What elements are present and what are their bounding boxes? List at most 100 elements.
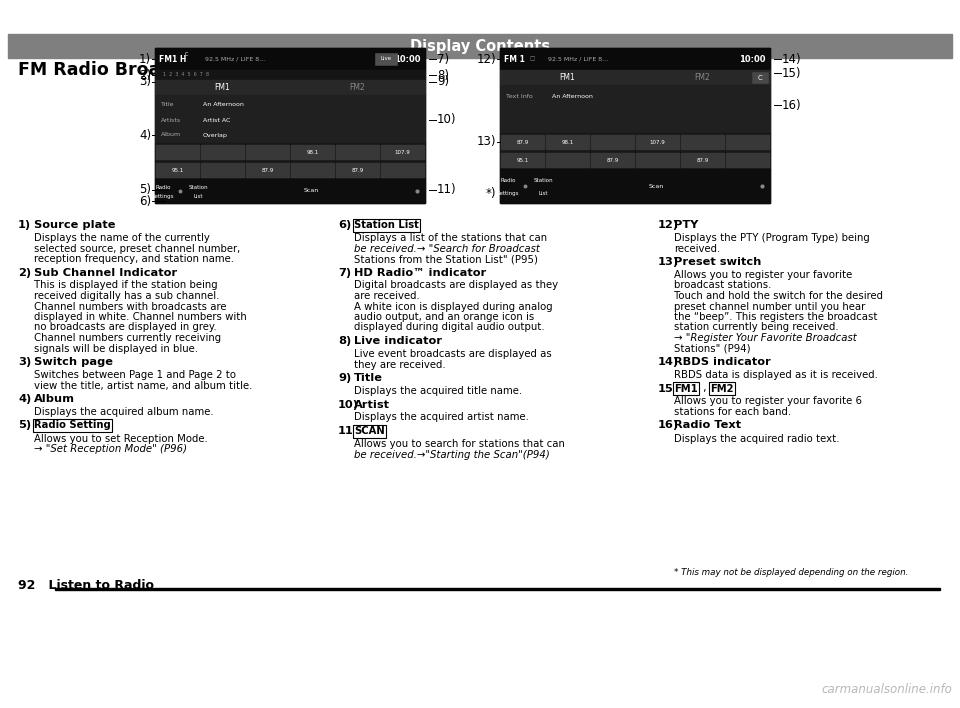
Text: Digital broadcasts are displayed as they: Digital broadcasts are displayed as they [354,280,558,290]
Text: Display Contents: Display Contents [410,38,550,54]
Text: 92.5 MHz / LIFE 8...: 92.5 MHz / LIFE 8... [548,57,608,62]
Text: FM 1: FM 1 [504,55,525,64]
Text: 14): 14) [782,52,802,66]
Text: Switch page: Switch page [34,357,113,367]
Text: FM1: FM1 [560,73,575,82]
Text: 107.9: 107.9 [650,139,665,144]
Text: Radio: Radio [500,178,516,183]
Text: *): *) [486,186,496,200]
Text: received digitally has a sub channel.: received digitally has a sub channel. [34,291,220,301]
Text: Displays the acquired radio text.: Displays the acquired radio text. [674,433,839,443]
Text: 107.9: 107.9 [395,149,410,154]
Bar [155,48,425,70]
Text: An Afternoon: An Afternoon [552,94,593,100]
Bar [291,163,334,177]
Text: FM1: FM1 [674,384,698,394]
Bar [155,143,425,161]
Text: 8): 8) [437,69,449,81]
Text: RBDS data is displayed as it is received.: RBDS data is displayed as it is received… [674,370,877,380]
Text: 3): 3) [139,76,151,88]
Text: C: C [757,74,762,81]
Text: → "Set Reception Mode" (P96): → "Set Reception Mode" (P96) [34,444,187,454]
Text: 13): 13) [476,135,496,149]
Text: reception frequency, and station name.: reception frequency, and station name. [34,254,234,264]
Text: Live indicator: Live indicator [354,336,442,346]
Bar [155,95,425,143]
Text: * This may not be displayed depending on the region.: * This may not be displayed depending on… [674,568,908,577]
Text: 11): 11) [437,183,457,197]
Text: FM2: FM2 [710,384,733,394]
Text: PTY: PTY [674,220,698,230]
Text: the “beep”. This registers the broadcast: the “beep”. This registers the broadcast [674,312,877,322]
Text: → "Register Your Favorite Broadcast: → "Register Your Favorite Broadcast [674,333,856,343]
Text: Title: Title [161,103,175,108]
Bar [201,145,244,159]
Text: 1): 1) [139,52,151,66]
Text: Displays the name of the currently: Displays the name of the currently [34,233,210,243]
Bar [291,145,334,159]
Bar [155,179,425,203]
Text: Text Info: Text Info [506,94,533,100]
Bar [156,163,199,177]
Bar [246,145,289,159]
Bar [381,145,424,159]
Bar [500,48,770,70]
Text: Sub Channel Indicator: Sub Channel Indicator [34,268,178,278]
Text: SCAN: SCAN [354,426,385,436]
Text: 98.1: 98.1 [562,139,574,144]
Text: 11): 11) [338,426,359,436]
Text: ,: , [702,382,706,392]
Text: FM1 H: FM1 H [159,55,186,64]
Bar [726,135,769,149]
Text: station currently being received.: station currently being received. [674,323,839,333]
Text: 2): 2) [18,268,31,278]
Text: Preset switch: Preset switch [674,257,761,267]
Text: Settings: Settings [152,194,175,199]
Text: Station List: Station List [354,220,419,230]
Bar [546,153,589,167]
Text: Displays the PTY (Program Type) being: Displays the PTY (Program Type) being [674,233,870,243]
Text: 8): 8) [338,336,351,346]
Bar [155,70,425,80]
Bar [636,135,679,149]
Bar [375,53,397,65]
Bar [501,153,544,167]
Text: Live event broadcasts are displayed as: Live event broadcasts are displayed as [354,349,552,359]
Bar [726,153,769,167]
Text: C: C [185,52,188,57]
Text: Settings: Settings [496,191,519,196]
Text: preset channel number until you hear: preset channel number until you hear [674,302,865,312]
Text: Stations from the Station List" (P95): Stations from the Station List" (P95) [354,254,538,264]
Text: 87.9: 87.9 [607,157,618,163]
Text: 7): 7) [437,52,449,66]
Text: Live: Live [380,57,392,62]
Bar [155,48,425,203]
Text: 10): 10) [437,113,457,127]
Text: 6): 6) [139,195,151,207]
Text: Channel numbers currently receiving: Channel numbers currently receiving [34,333,221,343]
Text: 5): 5) [139,183,151,197]
Bar [500,151,770,169]
Text: are received.: are received. [354,291,420,301]
Text: 87.9: 87.9 [351,168,364,173]
Text: Title: Title [354,373,383,383]
Text: Station: Station [533,178,553,183]
Bar [681,135,724,149]
Text: received.: received. [674,244,720,253]
Text: □: □ [530,57,536,62]
Bar [752,72,768,83]
Text: be received.→ "Search for Broadcast: be received.→ "Search for Broadcast [354,244,540,253]
Text: 15): 15) [658,384,679,394]
Text: 9): 9) [437,76,449,88]
Text: FM1: FM1 [215,83,230,92]
Text: 92.5 MHz / LIFE 8...: 92.5 MHz / LIFE 8... [205,57,265,62]
Text: 12): 12) [476,52,496,66]
Text: 16): 16) [658,421,679,430]
Text: view the title, artist name, and album title.: view the title, artist name, and album t… [34,380,252,391]
Text: 5): 5) [18,421,31,430]
Text: A white icon is displayed during analog: A white icon is displayed during analog [354,302,553,312]
Text: 9): 9) [338,373,351,383]
Text: 87.9: 87.9 [261,168,274,173]
Bar [8,34,952,58]
Text: Station: Station [188,185,207,190]
